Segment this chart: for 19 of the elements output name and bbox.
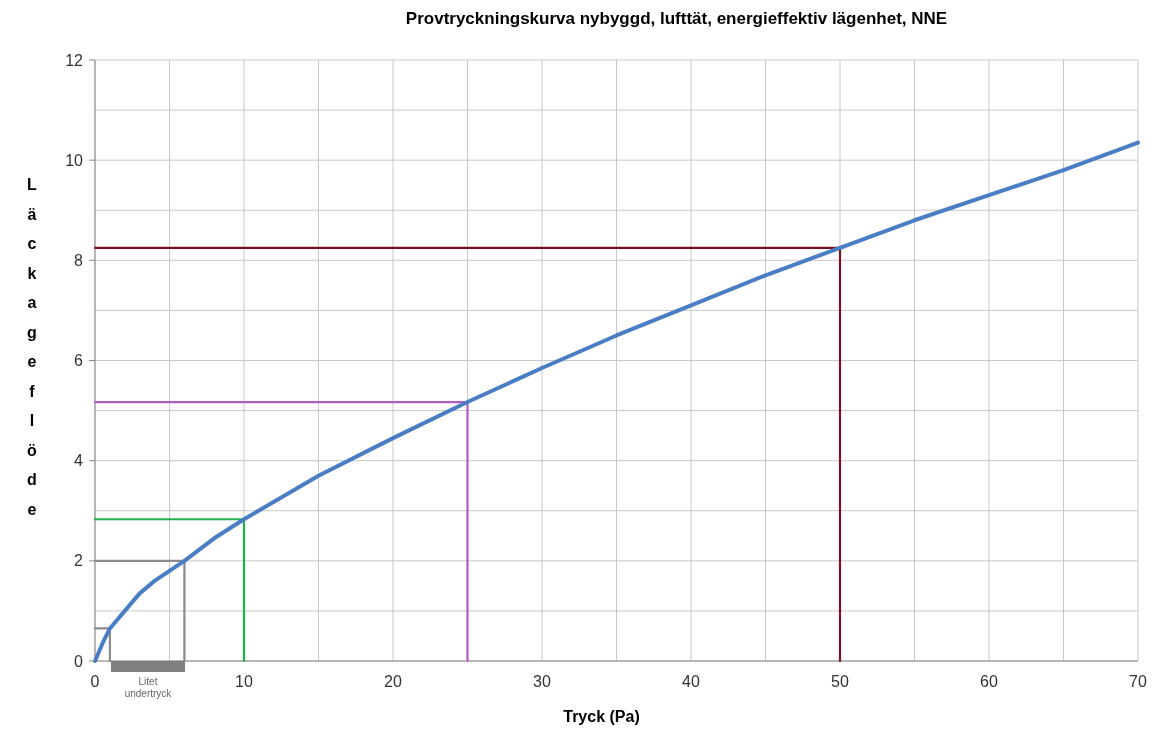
text: Läckageflöde [27, 176, 37, 518]
x-tick-label: 50 [831, 673, 849, 690]
x-tick-label: 70 [1129, 673, 1147, 690]
x-axis-title: Tryck (Pa) [563, 708, 640, 725]
text: Litet undertryck [124, 676, 173, 699]
chart-title: Provtryckningskurva nybyggd, lufttät, energieffektiv lägenhet, NNE [405, 9, 948, 28]
y-tick-label: 6 [74, 352, 84, 370]
x-tick-label: 30 [533, 673, 551, 690]
x-tick-label: 40 [682, 673, 700, 690]
y-tick-label: 10 [65, 151, 84, 169]
y-tick-label: 4 [74, 452, 84, 470]
y-tick-label: 0 [74, 652, 84, 670]
y-tick-label: 8 [74, 251, 84, 269]
y-tick-label: 12 [65, 51, 84, 69]
x-tick-label: 10 [235, 673, 253, 690]
x-tick-label: 20 [384, 673, 402, 690]
x-tick-label: 60 [980, 673, 998, 690]
y-tick-label: 2 [74, 552, 84, 570]
x-tick-label: 0 [90, 673, 100, 690]
